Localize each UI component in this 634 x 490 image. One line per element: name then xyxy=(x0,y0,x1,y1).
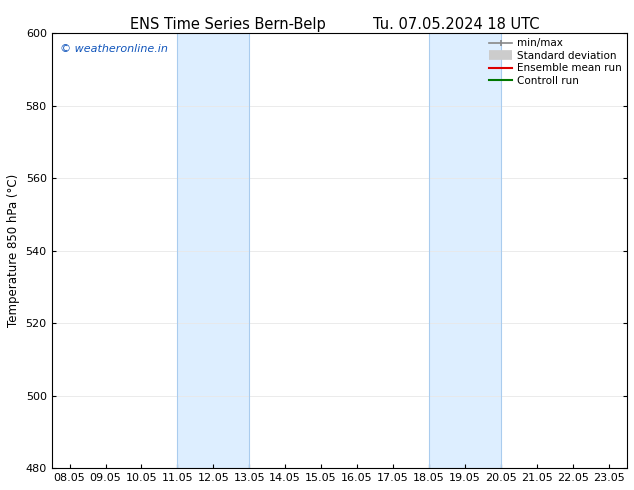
Y-axis label: Temperature 850 hPa (°C): Temperature 850 hPa (°C) xyxy=(7,174,20,327)
Text: Tu. 07.05.2024 18 UTC: Tu. 07.05.2024 18 UTC xyxy=(373,17,540,32)
Text: ENS Time Series Bern-Belp: ENS Time Series Bern-Belp xyxy=(131,17,326,32)
Bar xyxy=(429,33,501,468)
Text: © weatheronline.in: © weatheronline.in xyxy=(60,44,168,54)
Bar xyxy=(178,33,249,468)
Legend: min/max, Standard deviation, Ensemble mean run, Controll run: min/max, Standard deviation, Ensemble me… xyxy=(488,36,623,88)
